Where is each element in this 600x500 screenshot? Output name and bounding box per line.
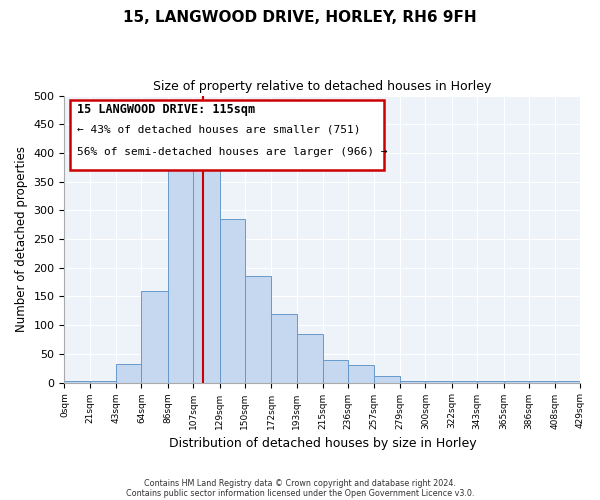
Bar: [374, 376, 400, 382]
Bar: [193, 158, 220, 382]
Text: Contains HM Land Registry data © Crown copyright and database right 2024.: Contains HM Land Registry data © Crown c…: [144, 478, 456, 488]
Bar: [220, 219, 245, 382]
Text: 15, LANGWOOD DRIVE, HORLEY, RH6 9FH: 15, LANGWOOD DRIVE, HORLEY, RH6 9FH: [123, 10, 477, 25]
Text: Contains public sector information licensed under the Open Government Licence v3: Contains public sector information licen…: [126, 488, 474, 498]
Y-axis label: Number of detached properties: Number of detached properties: [15, 146, 28, 332]
Text: 15 LANGWOOD DRIVE: 115sqm: 15 LANGWOOD DRIVE: 115sqm: [77, 102, 256, 116]
Title: Size of property relative to detached houses in Horley: Size of property relative to detached ho…: [153, 80, 491, 93]
Bar: [116, 364, 142, 382]
Bar: [271, 314, 296, 382]
X-axis label: Distribution of detached houses by size in Horley: Distribution of detached houses by size …: [169, 437, 476, 450]
Text: ← 43% of detached houses are smaller (751): ← 43% of detached houses are smaller (75…: [77, 124, 361, 134]
FancyBboxPatch shape: [70, 100, 385, 170]
Bar: [349, 366, 374, 382]
Bar: [168, 149, 193, 382]
Bar: [323, 360, 349, 382]
Bar: [245, 276, 271, 382]
Bar: [142, 290, 168, 382]
Bar: [296, 334, 323, 382]
Text: 56% of semi-detached houses are larger (966) →: 56% of semi-detached houses are larger (…: [77, 147, 388, 157]
